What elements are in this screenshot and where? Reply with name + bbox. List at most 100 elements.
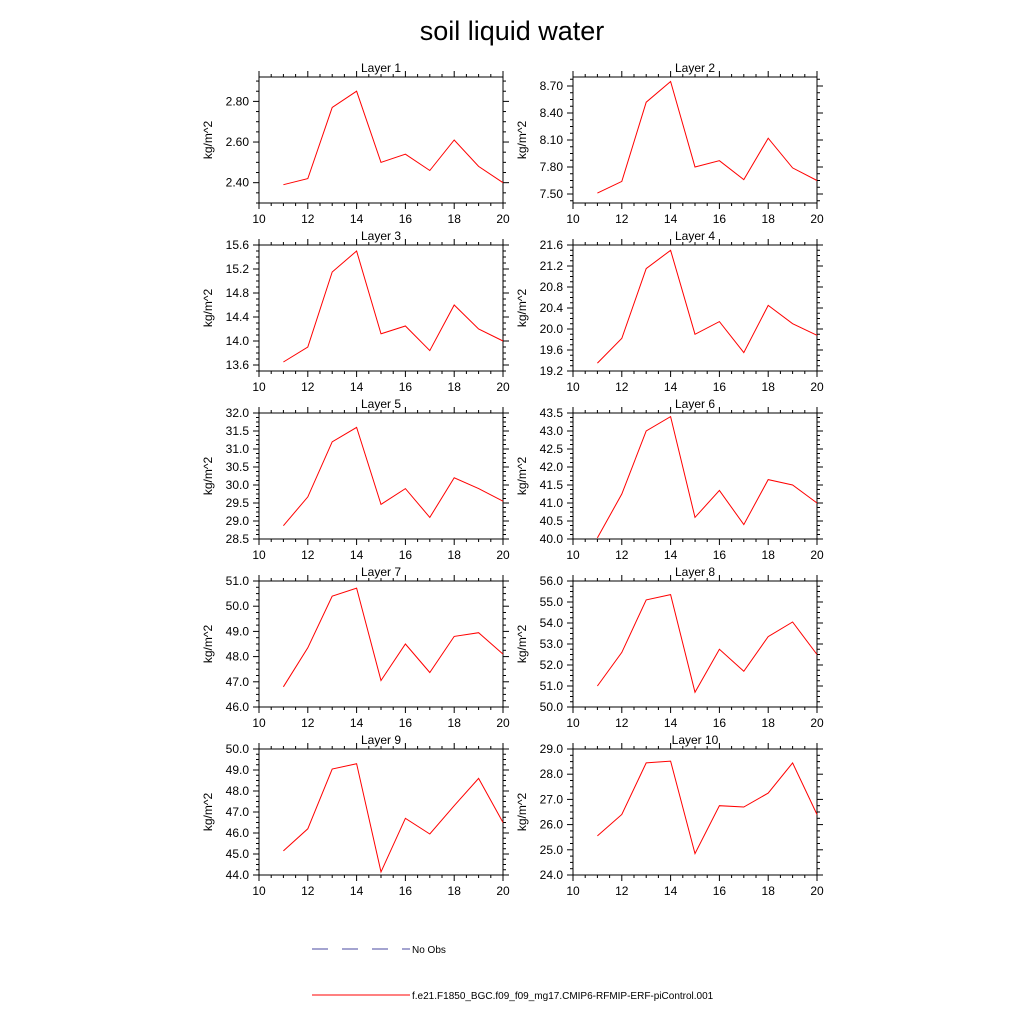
series-line — [596, 594, 818, 694]
x-tick-label: 10 — [252, 380, 266, 394]
y-axis-label: kg/m^2 — [515, 793, 529, 832]
y-tick-label: 20.4 — [540, 301, 564, 315]
y-tick-label: 42.5 — [540, 442, 564, 456]
y-tick-label: 48.0 — [226, 784, 250, 798]
x-tick-label: 18 — [448, 548, 462, 562]
legend-obs-label: No Obs — [412, 945, 446, 956]
y-tick-label: 30.0 — [226, 478, 250, 492]
x-tick-label: 20 — [810, 212, 824, 226]
x-tick-label: 18 — [448, 884, 462, 898]
plot-frame — [258, 748, 504, 876]
panel-title: Layer 4 — [675, 229, 715, 243]
series-line — [597, 760, 818, 855]
y-tick-label: 26.0 — [540, 818, 564, 832]
y-axis-label: kg/m^2 — [201, 121, 215, 160]
panel-title: Layer 8 — [675, 565, 715, 579]
y-tick-label: 28.5 — [226, 532, 250, 546]
x-tick-label: 14 — [350, 548, 364, 562]
x-tick-label: 14 — [350, 716, 364, 730]
x-tick-label: 20 — [810, 716, 824, 730]
x-tick-label: 10 — [566, 884, 580, 898]
panel-layer-10: Layer 10 kg/m^2 10 12 14 16 18 20 24.0 25.0 26.0 27… — [515, 733, 824, 898]
y-tick-label: 2.80 — [226, 94, 250, 108]
panels-group: Layer 1kg/m^210 12 14 16 18 202.402.602.80Lay… — [201, 61, 824, 898]
y-tick-label: 43.5 — [540, 406, 564, 420]
x-tick-label: 14 — [664, 212, 678, 226]
y-axis-label: kg/m^2 — [515, 289, 529, 328]
y-tick-label: 29.5 — [226, 496, 250, 510]
x-tick-label: 14 — [664, 380, 678, 394]
panel-title: Layer 9 — [361, 733, 401, 747]
x-tick-label: 20 — [496, 548, 510, 562]
y-tick-label: 31.5 — [226, 424, 250, 438]
y-tick-label: 19.6 — [540, 343, 564, 357]
x-tick-label: 18 — [762, 212, 776, 226]
y-tick-label: 29.0 — [540, 742, 564, 756]
x-tick-label: 10 — [566, 716, 580, 730]
y-tick-label: 20.0 — [540, 322, 564, 336]
y-tick-label: 30.5 — [226, 460, 250, 474]
y-tick-label: 32.0 — [226, 406, 250, 420]
x-tick-label: 14 — [664, 548, 678, 562]
panel-title: Layer 10 — [672, 733, 719, 747]
series-line — [282, 587, 504, 688]
panel-layer-6: Layer 6 kg/m^2 10 12 14 16 18 20 40.0 40.5 41.0 41.… — [515, 397, 824, 562]
x-tick-label: 10 — [252, 884, 266, 898]
x-tick-label: 12 — [615, 212, 629, 226]
x-tick-label: 10 — [566, 548, 580, 562]
y-tick-label: 13.6 — [226, 358, 250, 372]
x-tick-label: 18 — [448, 212, 462, 226]
x-tick-label: 20 — [810, 548, 824, 562]
x-tick-label: 16 — [399, 212, 413, 226]
y-tick-label: 2.60 — [226, 135, 250, 149]
y-tick-label: 51.0 — [540, 679, 564, 693]
y-tick-label: 15.2 — [226, 262, 250, 276]
x-tick-label: 12 — [615, 548, 629, 562]
panel-layer-7: Layer 7 kg/m^2 10 12 14 16 18 20 46.0 47.0 48.0 49.… — [201, 565, 510, 730]
x-tick-label: 20 — [810, 380, 824, 394]
plot-frame — [258, 580, 504, 708]
x-tick-label: 18 — [762, 716, 776, 730]
x-tick-label: 10 — [252, 548, 266, 562]
x-tick-label: 16 — [713, 884, 727, 898]
y-tick-label: 7.80 — [540, 160, 564, 174]
x-tick-label: 14 — [350, 380, 364, 394]
x-tick-label: 16 — [399, 884, 413, 898]
plot-frame — [572, 76, 818, 204]
x-tick-label: 16 — [399, 716, 413, 730]
x-tick-label: 18 — [762, 884, 776, 898]
panel-layer-3: Layer 3 kg/m^2 10 12 14 16 18 20 13.6 14.0 14.4 14.… — [201, 229, 510, 394]
x-tick-label: 20 — [496, 716, 510, 730]
x-tick-label: 18 — [762, 380, 776, 394]
y-tick-label: 47.0 — [226, 805, 250, 819]
x-tick-label: 12 — [301, 380, 315, 394]
y-axis-label: kg/m^2 — [515, 121, 529, 160]
y-tick-label: 14.4 — [226, 310, 250, 324]
y-tick-label: 27.0 — [540, 792, 564, 806]
y-tick-label: 50.0 — [226, 742, 250, 756]
series-line — [597, 80, 818, 194]
x-tick-label: 18 — [762, 548, 776, 562]
y-tick-label: 31.0 — [226, 442, 250, 456]
panel-title: Layer 6 — [675, 397, 715, 411]
y-tick-label: 8.10 — [540, 133, 564, 147]
panel-title: Layer 2 — [675, 61, 715, 75]
x-tick-label: 12 — [301, 716, 315, 730]
series-line — [283, 250, 504, 363]
y-axis-label: kg/m^2 — [201, 289, 215, 328]
x-tick-label: 20 — [810, 884, 824, 898]
y-axis-label: kg/m^2 — [515, 625, 529, 664]
x-tick-label: 12 — [615, 380, 629, 394]
y-tick-label: 42.0 — [540, 460, 564, 474]
y-tick-label: 14.8 — [226, 286, 250, 300]
x-tick-label: 20 — [496, 212, 510, 226]
y-tick-label: 29.0 — [226, 514, 250, 528]
series-line — [283, 426, 504, 527]
y-tick-label: 56.0 — [540, 574, 564, 588]
panel-title: Layer 7 — [361, 565, 401, 579]
x-tick-label: 10 — [252, 212, 266, 226]
legend-model-label: f.e21.F1850_BGC.f09_f09_mg17.CMIP6-RFMIP… — [412, 991, 714, 1002]
panel-title: Layer 5 — [361, 397, 401, 411]
plot-frame — [572, 244, 818, 372]
y-tick-label: 2.40 — [226, 176, 250, 190]
